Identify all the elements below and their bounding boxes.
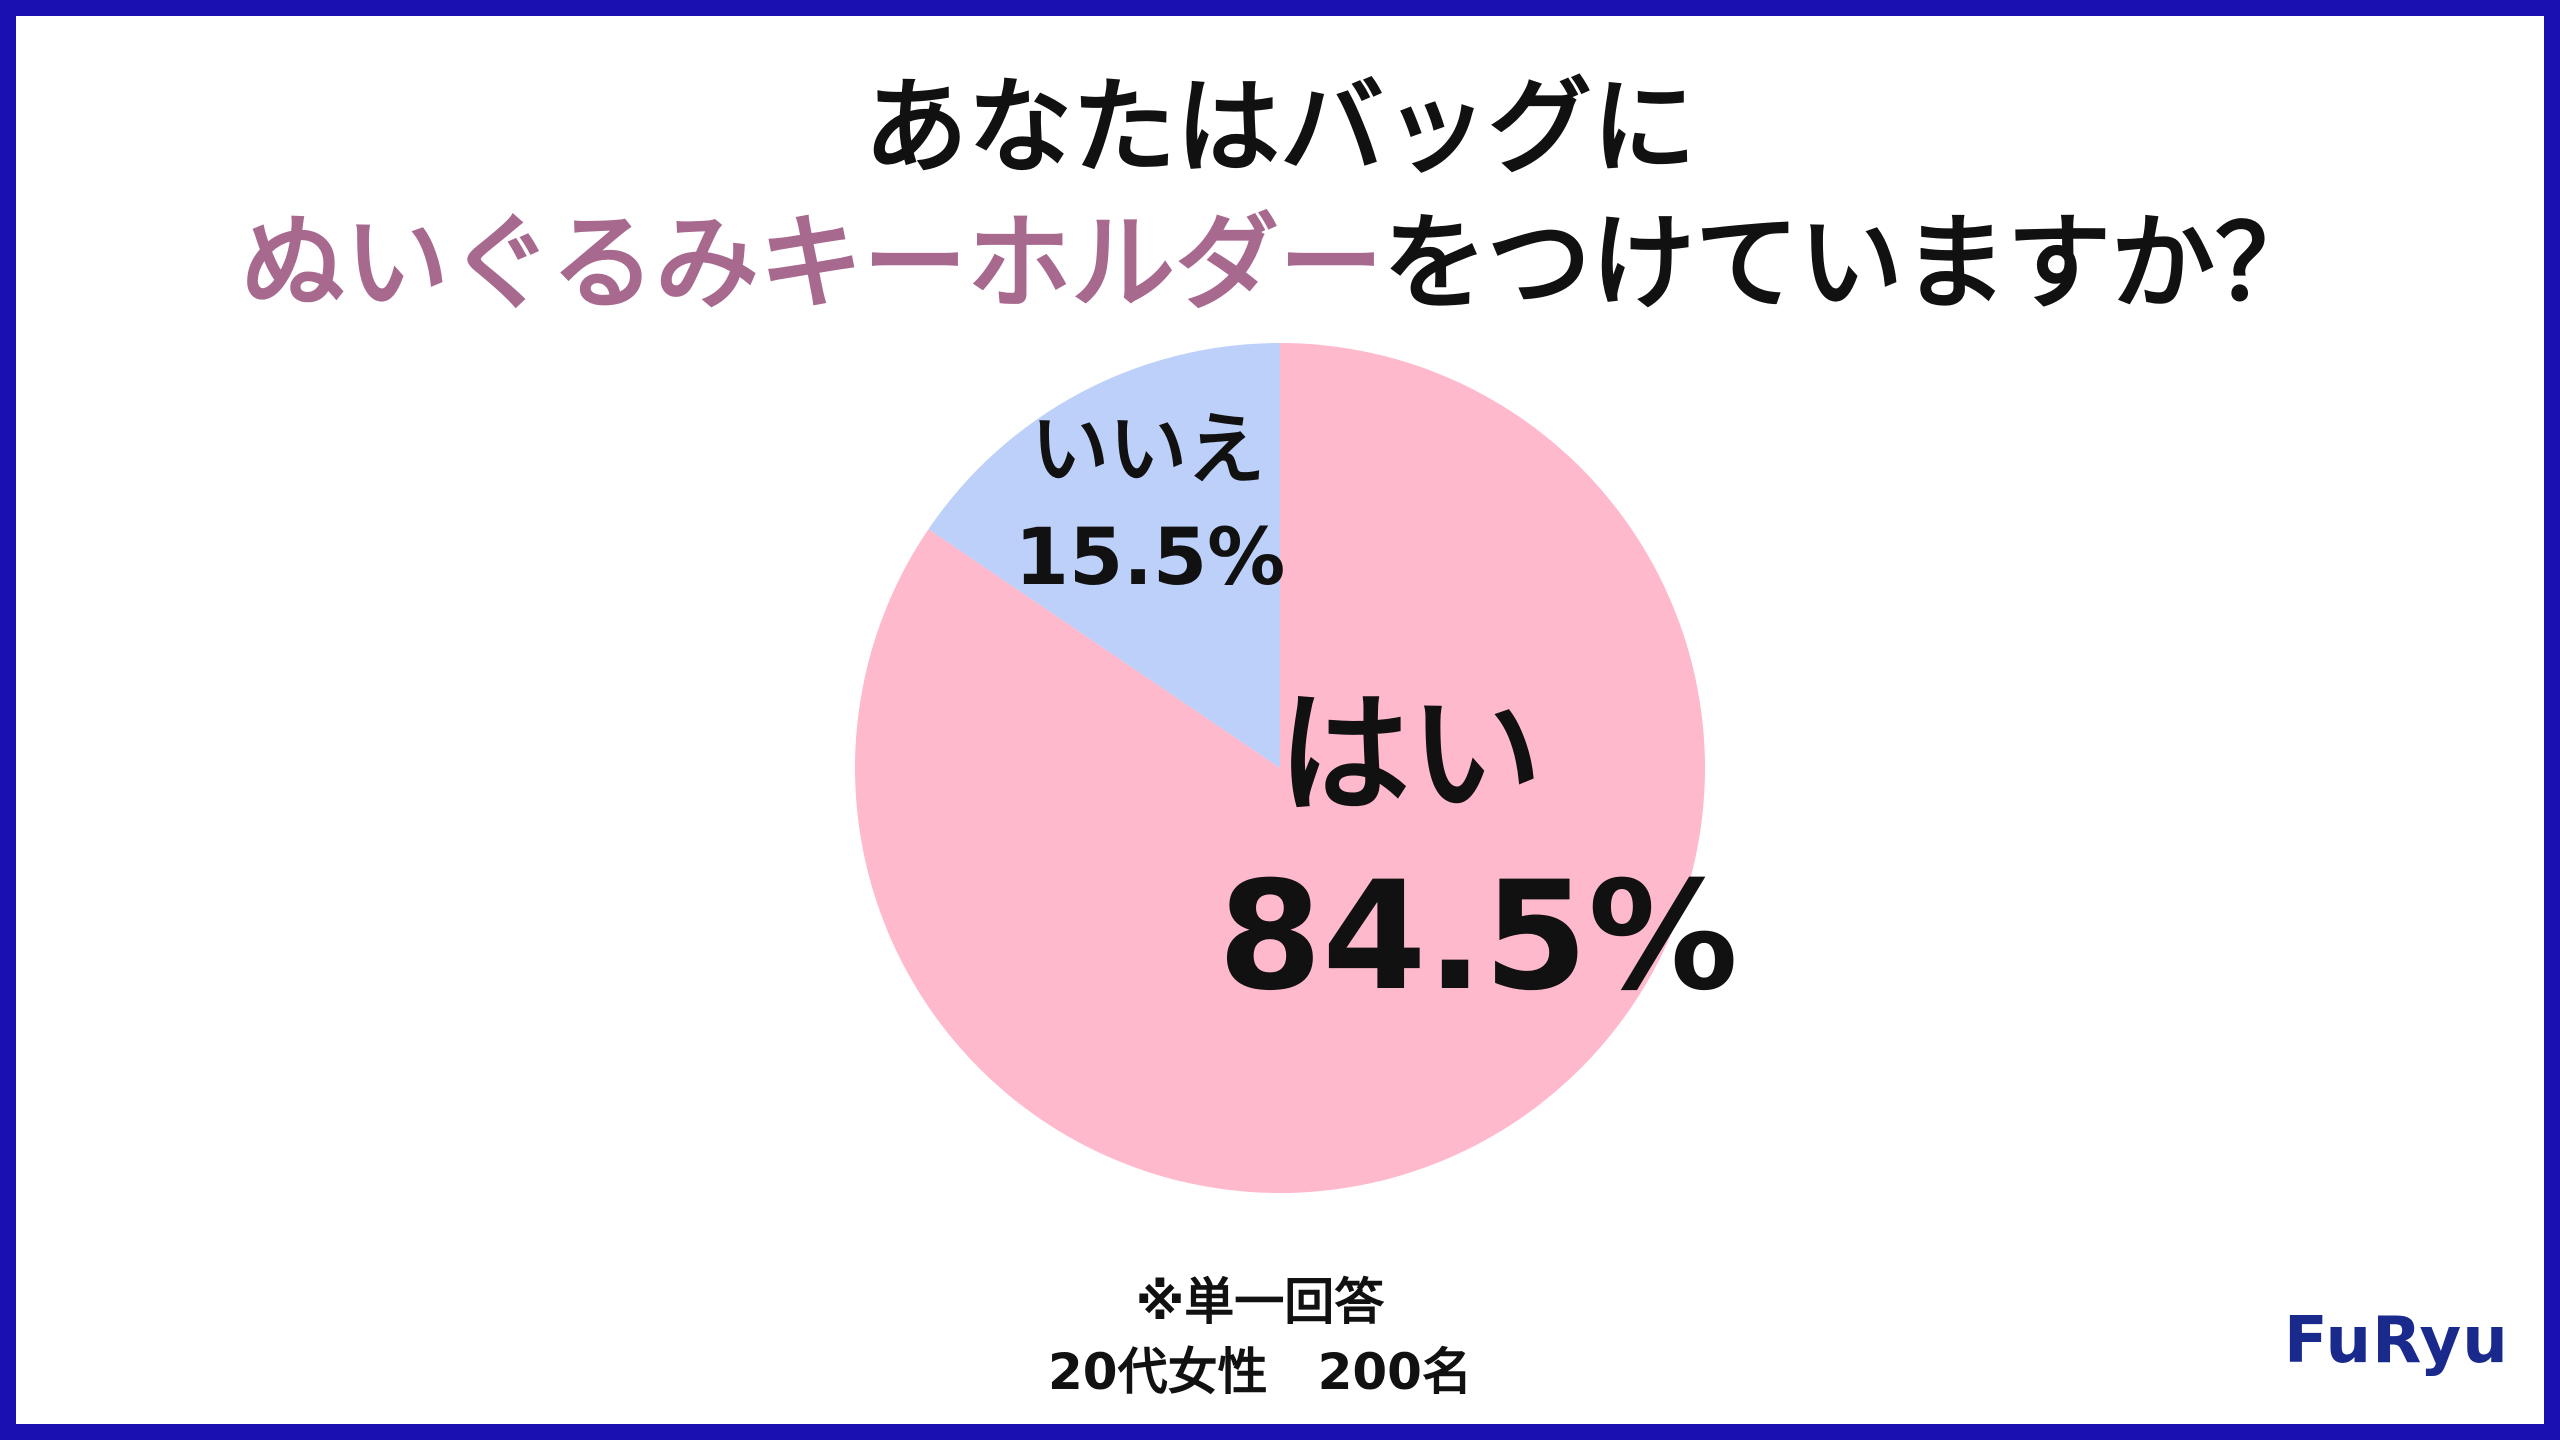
furyu-logo: FuRyu <box>2284 1304 2509 1378</box>
pie-value-no: 15.5% <box>1015 513 1286 603</box>
chart-title-line1: あなたはバッグに <box>863 66 1696 188</box>
chart-title-accent: ぬいぐるみキーホルダー <box>241 202 1383 324</box>
pie-slice-no <box>928 343 1280 768</box>
chart-title-rest: をつけていますか？ <box>1382 202 2319 324</box>
chart-title-line2: ぬいぐるみキーホルダーをつけていますか？ <box>0 198 2560 328</box>
note-sample: 20代女性 200名 <box>1048 1343 1472 1401</box>
pie-value-yes: 84.5% <box>1218 850 1738 1024</box>
note-single-answer: ※単一回答 <box>1135 1273 1385 1331</box>
pie-label-no: いいえ <box>1031 405 1265 495</box>
pie-label-yes: はい <box>1278 678 1542 832</box>
pie-slice-yes <box>854 343 1705 1193</box>
